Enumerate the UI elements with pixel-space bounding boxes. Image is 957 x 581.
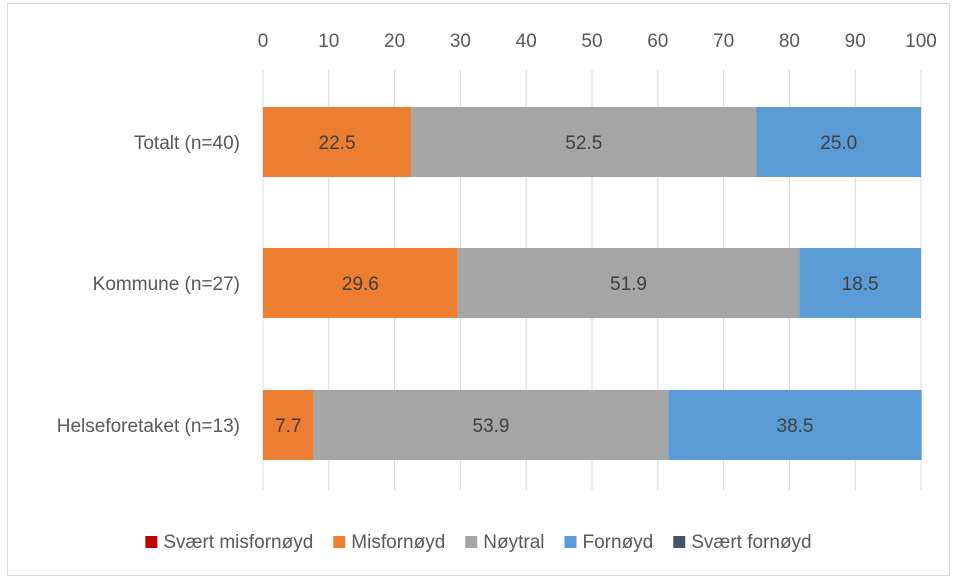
bar-segment [263,107,412,177]
bar-segment [668,390,922,460]
x-tick-label: 20 [384,31,405,52]
data-label: 25.0 [820,133,857,154]
bar-segment [756,107,921,177]
legend-swatch [145,536,158,548]
legend: Svært misfornøyd Misfornøyd Nøytral Fornøyd… [145,532,812,553]
x-tick-label: 10 [318,31,339,52]
x-tick-label: 100 [905,31,937,52]
data-label: 29.6 [342,274,379,295]
legend-swatch [564,536,577,548]
legend-label: Misfornøyd [351,532,445,553]
data-label: 18.5 [842,274,879,295]
legend-swatch [333,536,346,548]
data-label: 52.5 [565,133,602,154]
legend-label: Nøytral [483,532,544,553]
data-label: 22.5 [319,133,356,154]
x-tick-label: 40 [516,31,537,52]
x-tick-label: 70 [713,31,734,52]
x-tick-label: 50 [581,31,602,52]
x-tick-labels: 0 10 20 30 40 50 60 70 80 90 100 [258,31,937,52]
x-tick-label: 0 [258,31,269,52]
data-label: 7.7 [275,416,301,437]
bars: 22.5 52.5 25.0 29.6 51.9 18.5 7.7 53.9 38.5 [263,107,922,460]
legend-swatch [673,536,686,548]
legend-label: Fornøyd [583,532,654,553]
data-label: 38.5 [777,416,814,437]
x-tick-label: 60 [647,31,668,52]
bar-segment [263,390,314,460]
bar-segment [457,248,800,318]
data-label: 53.9 [473,416,510,437]
bar-segment [313,390,669,460]
category-label: Helseforetaket (n=13) [57,416,240,437]
legend-label: Svært misfornøyd [163,532,313,553]
data-label: 51.9 [610,274,647,295]
x-tick-label: 30 [450,31,471,52]
x-tick-label: 80 [779,31,800,52]
bar-segment [799,248,921,318]
bar-segment [411,107,757,177]
legend-swatch [465,536,478,548]
legend-label: Svært fornøyd [691,532,811,553]
category-label: Totalt (n=40) [134,133,240,154]
category-label: Kommune (n=27) [93,274,240,295]
category-labels: Totalt (n=40) Kommune (n=27) Helseforetake… [57,133,240,437]
bar-segment [263,248,458,318]
x-tick-label: 90 [845,31,866,52]
